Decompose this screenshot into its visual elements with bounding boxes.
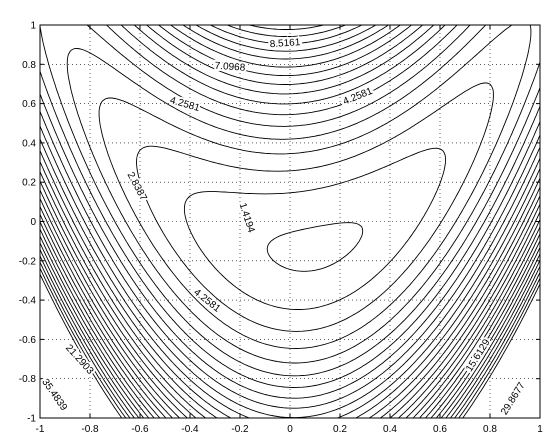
y-tick-label: 0.4: [22, 138, 36, 149]
contour-label-halo: 8.5161: [269, 37, 301, 50]
y-tick-label: 0.6: [22, 99, 36, 110]
contour-line: [183, 147, 447, 310]
x-tick-label: 0.2: [333, 424, 347, 435]
x-tick-label: 0: [287, 424, 293, 435]
contour-line: [40, 25, 540, 418]
y-tick-label: 0.2: [22, 178, 36, 189]
x-tick-label: 0.8: [483, 424, 497, 435]
contour-label: 8.5161: [269, 37, 301, 50]
y-tick-label: -0.6: [19, 335, 37, 346]
contour-line: [40, 206, 540, 418]
y-tick-label: -1: [27, 414, 36, 425]
contour-line: [40, 255, 540, 418]
x-tick-label: -0.4: [181, 424, 199, 435]
contour-line: [40, 25, 540, 418]
y-tick-label: 0: [30, 217, 36, 228]
contour-line: [98, 25, 532, 349]
contour-line: [40, 274, 540, 418]
contour-label: 29.8677: [499, 380, 528, 417]
contour-line: [40, 25, 540, 418]
contour-line: [40, 25, 540, 377]
x-tick-label: -0.2: [231, 424, 249, 435]
contour-line: [40, 221, 540, 418]
contour-label-halo: 7.0968: [214, 61, 246, 74]
contour-line: [40, 25, 540, 409]
y-tick-label: 0.8: [22, 60, 36, 71]
contour-line: [40, 214, 540, 418]
contour-line: [66, 25, 540, 364]
y-tick-label: -0.4: [19, 296, 37, 307]
contour-line: [40, 236, 540, 418]
y-tick-label: 1: [30, 21, 36, 32]
contour-line: [40, 268, 540, 418]
contour-line: [40, 25, 540, 418]
x-tick-label: -0.6: [131, 424, 149, 435]
contour-line: [40, 242, 540, 418]
x-tick-label: 1: [537, 424, 543, 435]
contour-label: 2.8387: [125, 171, 149, 204]
contour-line: [40, 25, 540, 399]
contour-label: 4.2581: [191, 287, 222, 315]
y-tick-label: -0.8: [19, 374, 37, 385]
contour-line: [136, 82, 494, 332]
y-tick-label: -0.2: [19, 256, 37, 267]
contour-label: 4.2581: [169, 95, 202, 114]
contour-line: [40, 229, 540, 418]
contour-label: 1.4194: [237, 202, 257, 235]
x-tick-label: -0.8: [81, 424, 99, 435]
contour-line: [40, 25, 540, 418]
contour-label: 35.4839: [39, 377, 69, 413]
plot-frame: [39, 24, 541, 419]
contour-line: [266, 222, 364, 272]
contour-line: [40, 25, 540, 418]
contour-line: [40, 25, 540, 418]
contour-line: [40, 25, 540, 388]
contour-label: 21.2903: [63, 343, 96, 378]
contour-line: [40, 249, 540, 418]
x-tick-label: 0.4: [383, 424, 397, 435]
contour-line: [40, 262, 540, 418]
contour-line: [40, 25, 540, 418]
x-tick-label: 0.6: [433, 424, 447, 435]
x-tick-label: -1: [36, 424, 45, 435]
contour-label: 7.0968: [214, 61, 246, 74]
